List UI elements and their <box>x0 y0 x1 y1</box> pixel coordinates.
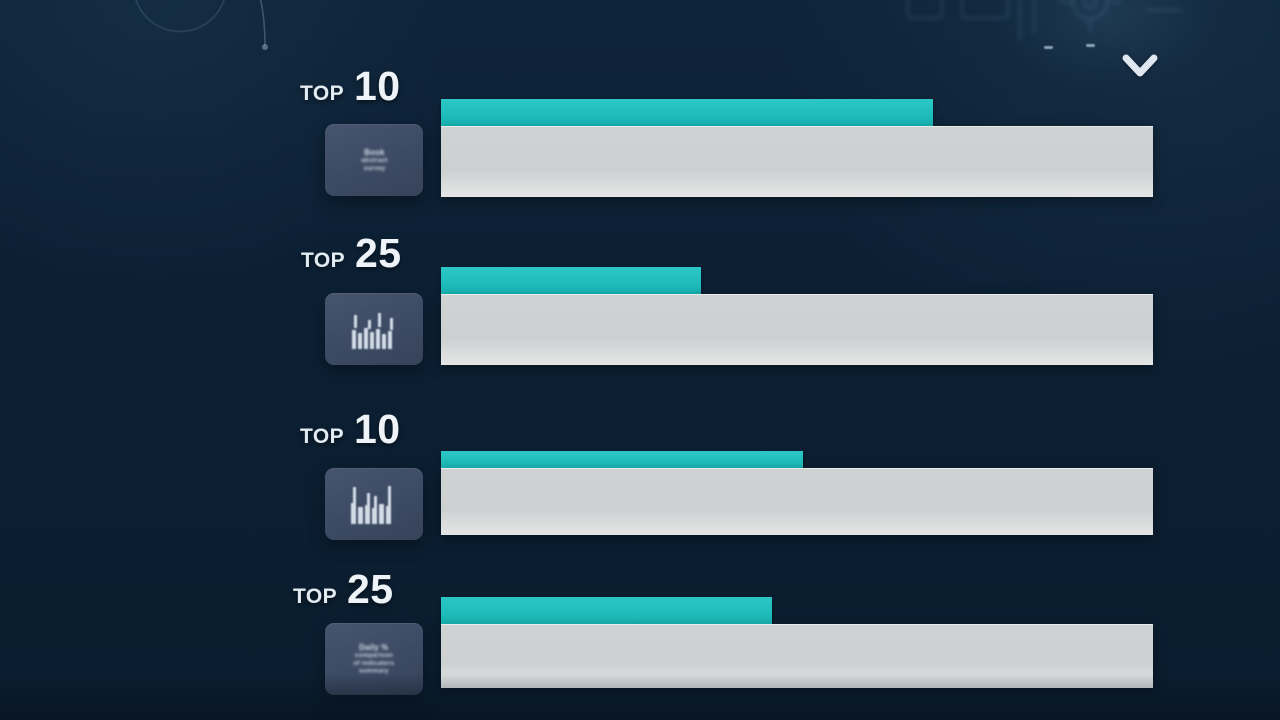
thumb-line: Book <box>363 147 385 157</box>
bar-track[interactable] <box>441 294 1153 365</box>
bar-chart-thumbnail <box>352 313 393 349</box>
bar-highlight[interactable] <box>441 451 803 470</box>
row-label-prefix: TOP <box>300 425 344 448</box>
decorative-circle <box>133 0 227 32</box>
blurred-text-thumbnail: Daily % comparison of indicators summary <box>354 643 395 675</box>
decorative-glow <box>990 0 1220 90</box>
row-label: TOP 25 <box>293 569 394 610</box>
row-label-number: 10 <box>354 406 401 452</box>
row-label-prefix: TOP <box>301 249 345 272</box>
blurred-text-thumbnail: Book abstract survey <box>361 148 387 172</box>
row-thumbnail[interactable] <box>325 293 423 365</box>
row-label: TOP 10 <box>300 66 401 107</box>
row-label: TOP 25 <box>301 233 402 274</box>
thumb-line: of indicators <box>353 659 395 667</box>
decorative-spark <box>1044 46 1053 49</box>
thumb-line: Daily % <box>359 643 389 652</box>
bar-highlight[interactable] <box>441 267 701 294</box>
row-label-number: 25 <box>347 566 394 612</box>
bar-highlight[interactable] <box>441 99 933 126</box>
decorative-endpoint-dot <box>262 44 268 50</box>
decorative-spark <box>1086 44 1095 47</box>
row-thumbnail[interactable]: Daily % comparison of indicators summary <box>325 623 423 695</box>
chevron-down-icon[interactable] <box>1120 48 1160 82</box>
row-thumbnail[interactable]: Book abstract survey <box>325 124 423 196</box>
thumb-line: survey <box>363 164 385 172</box>
bar-highlight[interactable] <box>441 597 772 624</box>
row-thumbnail[interactable] <box>325 468 423 540</box>
bar-track[interactable] <box>441 624 1153 688</box>
decorative-curve <box>215 0 285 50</box>
row-label-prefix: TOP <box>293 585 337 608</box>
thumb-line: abstract <box>360 157 388 164</box>
row-label-prefix: TOP <box>300 82 344 105</box>
bar-track[interactable] <box>441 126 1153 197</box>
bar-chart-thumbnail <box>351 486 391 524</box>
thumb-line: summary <box>359 667 389 675</box>
thumb-line: comparison <box>354 652 394 660</box>
row-label-number: 10 <box>354 63 401 109</box>
bar-track[interactable] <box>441 468 1153 535</box>
row-label-number: 25 <box>355 230 402 276</box>
row-label: TOP 10 <box>300 409 401 450</box>
